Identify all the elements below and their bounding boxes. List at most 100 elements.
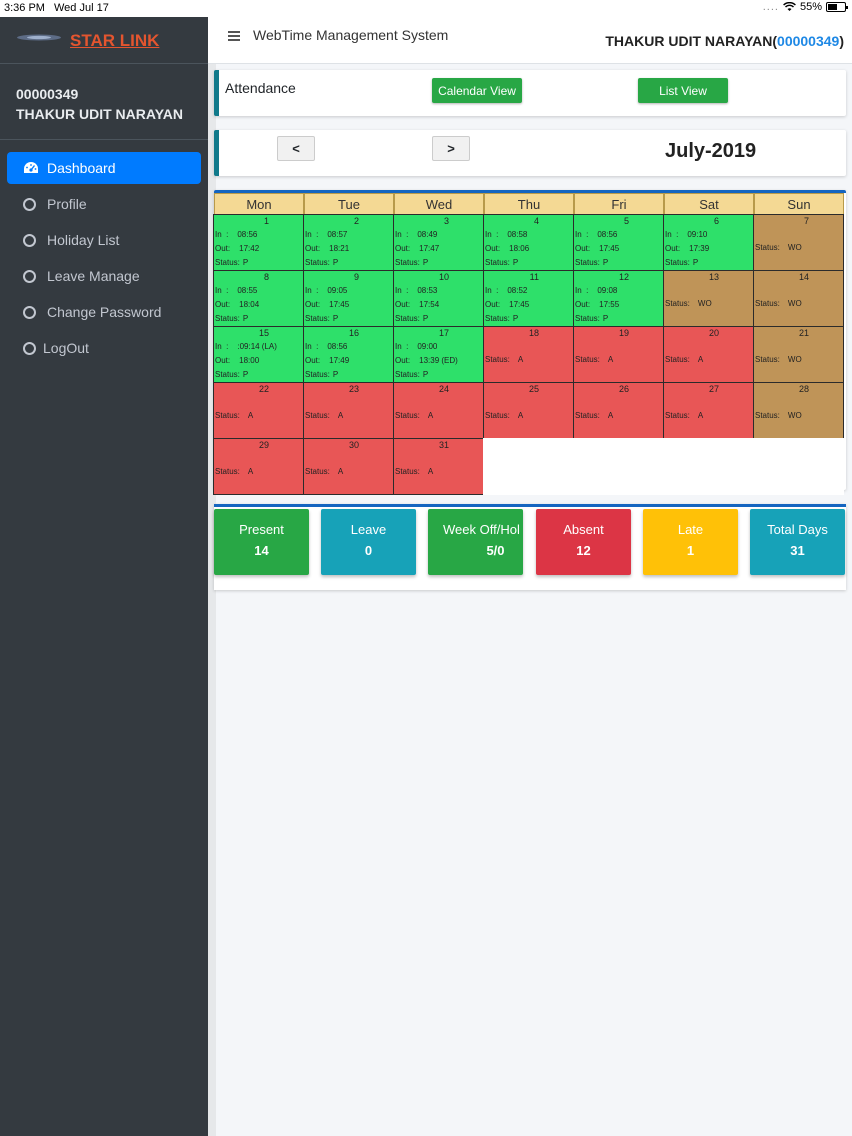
cell-line: Status: WO xyxy=(755,411,802,420)
status-value: A xyxy=(337,411,344,420)
cell-line: Status: P xyxy=(305,258,338,267)
cellular-signal: .... xyxy=(762,1,779,13)
status-value: P xyxy=(332,258,339,267)
calendar-day-cell[interactable]: 30 Status: A xyxy=(303,438,394,495)
stat-box-present[interactable]: Present 14 xyxy=(214,509,309,575)
cell-line: In ::09:14 (LA) xyxy=(215,342,277,351)
cell-line: Status: P xyxy=(395,314,428,323)
status-value: A xyxy=(337,467,344,476)
stat-title: Leave xyxy=(350,522,387,537)
status-value: WO xyxy=(697,299,712,308)
day-header-wed: Wed xyxy=(394,193,484,215)
in-label: In : xyxy=(395,230,409,239)
calendar-day-cell[interactable]: 31 Status: A xyxy=(393,438,484,495)
main-content: Attendance Calendar View List View < > J… xyxy=(208,64,852,1136)
cell-line: Status: A xyxy=(305,467,343,476)
out-label: Out: xyxy=(305,356,321,365)
cell-line: Out: 17:54 xyxy=(395,300,439,309)
device-status-bar: 3:36 PM Wed Jul 17 .... 55% xyxy=(0,0,852,17)
calendar-day-cell[interactable]: 20 Status: A xyxy=(663,326,754,383)
stat-box-late[interactable]: Late 1 xyxy=(643,509,738,575)
top-header: WebTime Management System THAKUR UDIT NA… xyxy=(208,17,852,64)
calendar-day-cell[interactable]: 10 In : 08:53 Out: 17:54 Status: P xyxy=(393,270,484,327)
calendar-day-cell[interactable]: 6 In : 09:10 Out: 17:39 Status: P xyxy=(663,214,754,271)
calendar-day-cell[interactable]: 9 In : 09:05 Out: 17:45 Status: P xyxy=(303,270,394,327)
status-label: Status: xyxy=(305,370,330,379)
calendar-day-cell[interactable]: 17 In : 09:00 Out: 13:39 (ED) Status: P xyxy=(393,326,484,383)
day-number: 26 xyxy=(618,384,629,394)
status-value: WO xyxy=(787,411,802,420)
calendar-day-cell[interactable]: 23 Status: A xyxy=(303,382,394,439)
sidebar-item-leave-manage[interactable]: Leave Manage xyxy=(7,260,201,292)
sidebar-item-profile[interactable]: Profile xyxy=(7,188,201,220)
calendar-day-cell[interactable]: 29 Status: A xyxy=(213,438,304,495)
brand-bar[interactable]: STAR LINK xyxy=(0,17,208,64)
calendar-day-cell[interactable]: 18 Status: A xyxy=(483,326,574,383)
cell-line: Out: 17:55 xyxy=(575,300,619,309)
status-value: P xyxy=(512,314,519,323)
calendar-day-cell[interactable]: 15 In ::09:14 (LA) Out: 18:00 Status: P xyxy=(213,326,304,383)
stat-box-total-days[interactable]: Total Days 31 xyxy=(750,509,845,575)
calendar-day-cell[interactable]: 14 Status: WO xyxy=(753,270,844,327)
cell-line: Status: A xyxy=(395,467,433,476)
list-view-button[interactable]: List View xyxy=(638,78,728,103)
calendar-day-cell[interactable]: 2 In : 08:57 Out: 18:21 Status: P xyxy=(303,214,394,271)
calendar-day-cell[interactable]: 11 In : 08:52 Out: 17:45 Status: P xyxy=(483,270,574,327)
in-time: 09:10 xyxy=(687,230,708,239)
status-label: Status: xyxy=(485,411,510,420)
calendar-day-cell[interactable]: 25 Status: A xyxy=(483,382,574,439)
calendar-day-cell[interactable]: 24 Status: A xyxy=(393,382,484,439)
calendar-day-cell[interactable]: 3 In : 08:49 Out: 17:47 Status: P xyxy=(393,214,484,271)
next-month-button[interactable]: > xyxy=(432,136,470,161)
cell-line: Status: A xyxy=(215,467,253,476)
sidebar-item-dashboard[interactable]: Dashboard xyxy=(7,152,201,184)
brand-name[interactable]: STAR LINK xyxy=(70,31,160,50)
calendar-day-cell[interactable]: 27 Status: A xyxy=(663,382,754,439)
out-time: 17:47 xyxy=(419,244,440,253)
day-header-tue: Tue xyxy=(304,193,394,215)
stat-box-leave[interactable]: Leave 0 xyxy=(321,509,416,575)
cell-line: Status: A xyxy=(215,411,253,420)
day-number: 17 xyxy=(438,328,449,338)
in-label: In : xyxy=(305,230,319,239)
status-value: P xyxy=(422,314,429,323)
cell-line: In : 09:08 xyxy=(575,286,617,295)
day-header-fri: Fri xyxy=(574,193,664,215)
status-label: Status: xyxy=(755,243,780,252)
stat-box-absent[interactable]: Absent 12 xyxy=(536,509,631,575)
calendar-empty-cell xyxy=(573,438,664,495)
calendar-day-cell[interactable]: 12 In : 09:08 Out: 17:55 Status: P xyxy=(573,270,664,327)
status-label: Status: xyxy=(305,411,330,420)
calendar-day-cell[interactable]: 1 In : 08:56 Out: 17:42 Status: P xyxy=(213,214,304,271)
calendar-day-cell[interactable]: 5 In : 08:56 Out: 17:45 Status: P xyxy=(573,214,664,271)
status-value: P xyxy=(692,258,699,267)
calendar-day-cell[interactable]: 7 Status: WO xyxy=(753,214,844,271)
calendar-day-cell[interactable]: 26 Status: A xyxy=(573,382,664,439)
cell-line: Status: P xyxy=(215,258,248,267)
calendar-day-cell[interactable]: 28 Status: WO xyxy=(753,382,844,439)
calendar-day-cell[interactable]: 19 Status: A xyxy=(573,326,664,383)
stat-box-week-off-hol[interactable]: Week Off/Hol 5/0 xyxy=(428,509,523,575)
in-time: 09:00 xyxy=(417,342,438,351)
status-label: Status: xyxy=(395,411,420,420)
status-label: Status: xyxy=(215,411,240,420)
calendar-view-button[interactable]: Calendar View xyxy=(432,78,522,103)
status-label: Status: xyxy=(485,258,510,267)
sidebar-item-holiday-list[interactable]: Holiday List xyxy=(7,224,201,256)
status-value: A xyxy=(427,411,434,420)
calendar-day-cell[interactable]: 8 In : 08:55 Out: 18:04 Status: P xyxy=(213,270,304,327)
sidebar-item-change-password[interactable]: Change Password xyxy=(7,296,201,328)
cell-line: Status: A xyxy=(665,355,703,364)
calendar-day-cell[interactable]: 4 In : 08:58 Out: 18:06 Status: P xyxy=(483,214,574,271)
sidebar-item-logout[interactable]: LogOut xyxy=(7,332,201,364)
calendar-day-cell[interactable]: 21 Status: WO xyxy=(753,326,844,383)
status-value: P xyxy=(332,314,339,323)
status-label: Status: xyxy=(305,467,330,476)
day-number: 5 xyxy=(623,216,629,226)
out-time: 17:39 xyxy=(689,244,710,253)
calendar-day-cell[interactable]: 16 In : 08:56 Out: 17:49 Status: P xyxy=(303,326,394,383)
prev-month-button[interactable]: < xyxy=(277,136,315,161)
calendar-day-cell[interactable]: 22 Status: A xyxy=(213,382,304,439)
hamburger-menu-icon[interactable] xyxy=(228,31,240,42)
calendar-day-cell[interactable]: 13 Status: WO xyxy=(663,270,754,327)
